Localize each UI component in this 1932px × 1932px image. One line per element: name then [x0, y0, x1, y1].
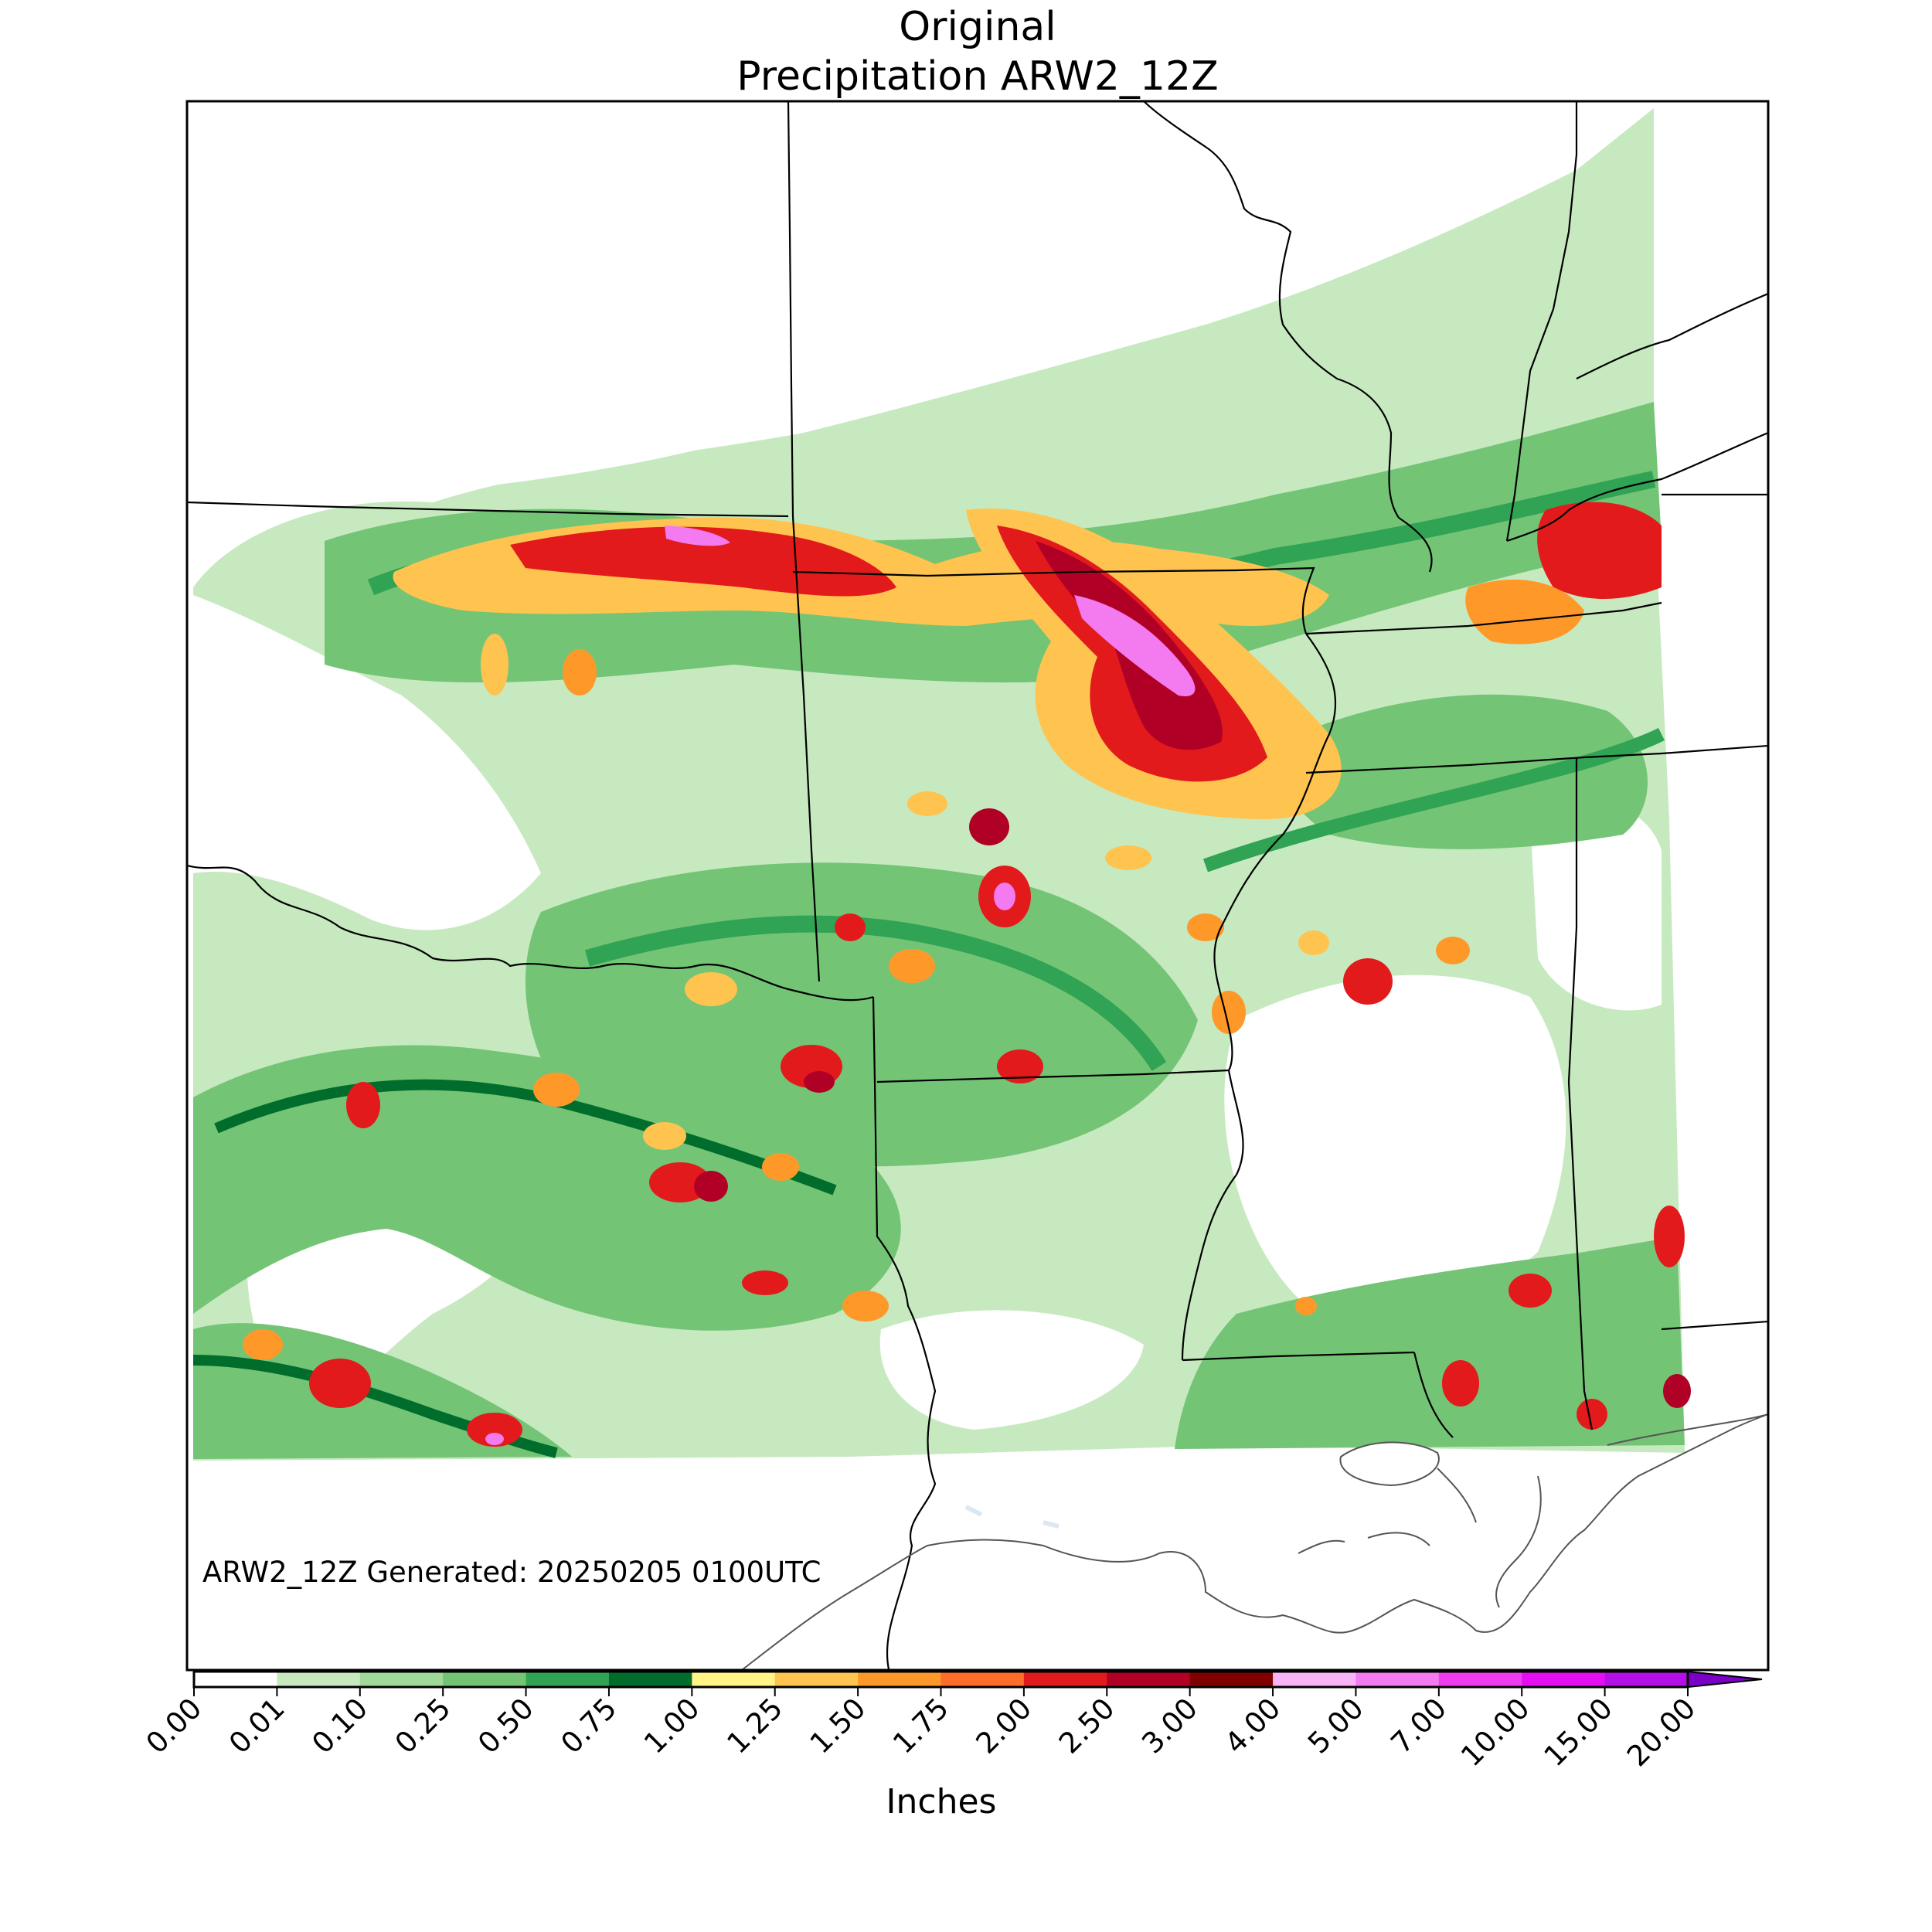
colorbar-cell [1273, 1672, 1356, 1687]
map-frame [185, 100, 1770, 1672]
colorbar-tick-label: 1.75 [886, 1692, 955, 1760]
colorbar-tick-label: 15.00 [1538, 1692, 1619, 1773]
border-la-ms-south [1182, 1351, 1415, 1362]
border-al-fl [1661, 1320, 1768, 1331]
precip-extreme-central-pink [1074, 595, 1196, 696]
colorbar-cell [443, 1672, 527, 1687]
generated-annotation: ARW2_12Z Generated: 20250205 0100UTC [202, 1556, 821, 1589]
colorbar-tick-label: 5.00 [1301, 1692, 1370, 1760]
colorbar-cell [1023, 1672, 1107, 1687]
border-tx-ar-la [872, 996, 937, 1670]
map-panel: ARW2_12Z Generated: 20250205 0100UTC [187, 101, 1768, 1670]
colorbar-cell [692, 1672, 776, 1687]
colorbar-tick-label: 0.10 [305, 1692, 374, 1760]
colorbar-tick-label: 4.00 [1219, 1692, 1287, 1760]
border-ky-tn-east [1576, 292, 1768, 379]
colorbar-tick-label: 0.01 [223, 1692, 291, 1760]
colorbar-extend-arrow [1687, 1670, 1763, 1689]
colorbar-cell [1438, 1672, 1522, 1687]
colorbar-cell [526, 1672, 610, 1687]
border-ne-mo-river [1143, 101, 1400, 519]
border-mo-ky-il [1305, 601, 1662, 635]
colorbar-tick-label: 20.00 [1621, 1692, 1702, 1773]
border-ok-ar [791, 515, 821, 982]
lake-pontchartrain [1339, 1441, 1440, 1487]
coastline [741, 1413, 1768, 1670]
mississippi-river [1181, 633, 1337, 1361]
border-mo-ar-river [1398, 517, 1433, 573]
colorbar-tick-label: 2.50 [1053, 1692, 1121, 1760]
colorbar-cell [194, 1672, 277, 1687]
colorbar-label: Inches [886, 1782, 997, 1821]
precip-heavy-north-red [510, 526, 896, 597]
border-ks-mo [787, 101, 794, 517]
precip-ribbon-dark-coast [192, 1355, 558, 1458]
colorbar-cell [359, 1672, 444, 1687]
colorbar-cell [1604, 1672, 1689, 1687]
precip-band-green-se [1175, 1236, 1685, 1449]
border-tn-ms [1305, 752, 1662, 774]
colorbar-tick-label: 0.00 [140, 1692, 209, 1760]
colorbar-cell [1522, 1672, 1606, 1687]
colorbar-tick-label: 1.00 [638, 1692, 706, 1760]
precip-gap-north-west [193, 108, 1159, 541]
colorbar-cell [858, 1672, 941, 1687]
border-ok-tx-red-river [187, 864, 874, 1002]
border-mo-ar [792, 566, 1315, 634]
colorbar-tick-label: 10.00 [1454, 1692, 1536, 1773]
colorbar-tick-label: 0.25 [389, 1692, 457, 1760]
border-il-in [1505, 101, 1578, 542]
colorbar-cell [277, 1672, 361, 1687]
precipitation-field [192, 108, 1691, 1461]
precip-gap-west [193, 595, 541, 930]
colorbar-cell [940, 1672, 1025, 1687]
precip-extreme-north-pink [665, 526, 730, 546]
colorbar-tick-label: 3.00 [1135, 1692, 1204, 1760]
precip-ribbon-dark-central [584, 915, 1167, 1071]
colorbar-tick-label: 0.50 [471, 1692, 540, 1760]
border-la-pearl [1413, 1352, 1454, 1438]
colorbar-cell [774, 1672, 859, 1687]
colorbar-tick-label: 1.50 [804, 1692, 872, 1760]
colorbar-tick-label: 0.75 [555, 1692, 624, 1760]
colorbar-tick-label: 7.00 [1385, 1692, 1454, 1760]
colorbar-tick-label: 2.00 [970, 1692, 1039, 1760]
border-al-ga [1661, 744, 1768, 755]
colorbar: 0.00 0.01 0.10 0.25 0.50 0.75 1.00 1.25 1.50 1.75… [140, 1670, 1763, 1821]
precip-gap-east [1224, 975, 1566, 1314]
figure-title-line2: Precipitation ARW2_12Z [736, 53, 1218, 100]
border-ms-al [1567, 757, 1594, 1430]
figure-title-line1: Original [899, 4, 1056, 50]
state-boundaries [187, 101, 1768, 1670]
precip-convective-cells [243, 634, 1691, 1447]
precip-gap-east2 [1530, 803, 1662, 1011]
colorbar-cell [1107, 1672, 1191, 1687]
colorbar-cell [1189, 1672, 1274, 1687]
precip-gap-south [879, 1310, 1144, 1430]
water-bodies [964, 1441, 1440, 1529]
colorbar-tick-label: 1.25 [720, 1692, 789, 1760]
colorbar-cell [1355, 1672, 1440, 1687]
precip-ribbon-dark-east [1202, 727, 1665, 872]
precip-heavy-ne-cluster2 [1465, 580, 1584, 645]
border-in-ky-river [1506, 431, 1768, 543]
precip-heavy-ne-cluster [1537, 502, 1662, 599]
border-ks-ok [187, 501, 789, 518]
border-ar-la [876, 1069, 1230, 1083]
colorbar-cell [608, 1672, 692, 1687]
